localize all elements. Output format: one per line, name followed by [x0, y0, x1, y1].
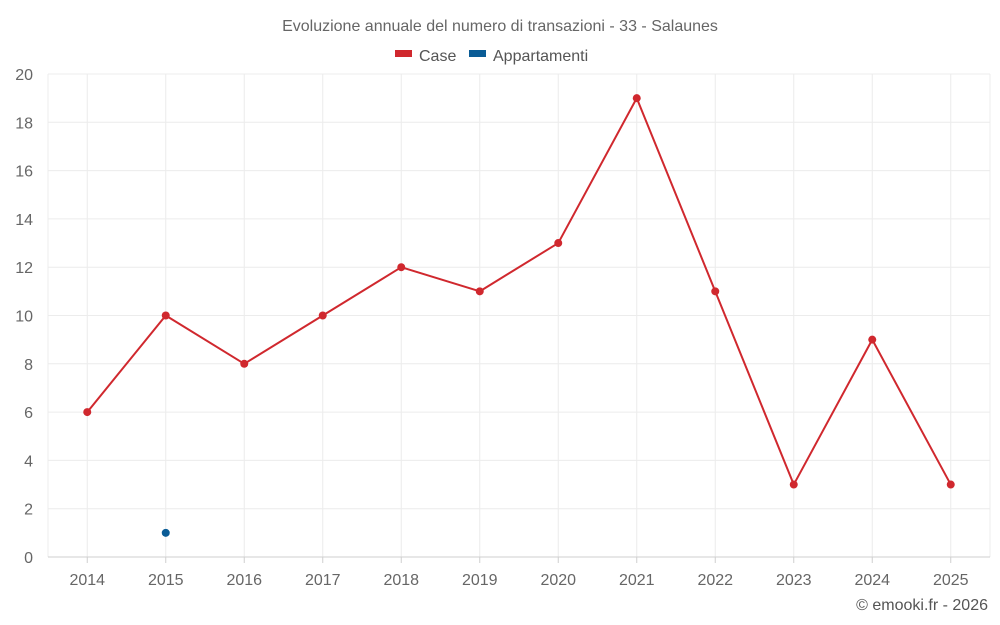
legend-label-appartamenti: Appartamenti [493, 48, 588, 65]
y-tick-label: 16 [15, 164, 33, 181]
y-tick-label: 6 [24, 405, 33, 422]
y-tick-label: 20 [15, 67, 33, 84]
legend-swatch-case [395, 50, 412, 57]
data-point-case[interactable] [632, 94, 641, 103]
y-tick-label: 12 [15, 260, 33, 277]
x-tick-label: 2018 [383, 572, 419, 589]
y-tick-label: 0 [24, 550, 33, 567]
grid [47, 73, 991, 557]
legend-item-appartamenti[interactable]: Appartamenti [469, 48, 588, 65]
x-axis: 2014 2015 2016 2017 2018 2019 2020 2021 2022 2023… [48, 556, 990, 589]
legend-swatch-appartamenti [469, 50, 486, 57]
x-tick-label: 2025 [933, 572, 969, 589]
x-tick-label: 2020 [540, 572, 576, 589]
y-tick-label: 18 [15, 115, 33, 132]
data-point-case[interactable] [946, 480, 955, 489]
data-point-appartamenti[interactable] [161, 528, 170, 537]
series [83, 94, 955, 537]
x-tick-label: 2017 [305, 572, 341, 589]
y-tick-label: 14 [15, 212, 33, 229]
credit-text: © emooki.fr - 2026 [856, 597, 988, 614]
legend: Case Appartamenti [395, 48, 588, 65]
data-point-case[interactable] [475, 287, 484, 296]
x-tick-label: 2021 [619, 572, 655, 589]
x-tick-label: 2023 [776, 572, 812, 589]
data-point-case[interactable] [789, 480, 798, 489]
y-tick-label: 2 [24, 502, 33, 519]
y-tick-label: 4 [24, 453, 33, 470]
data-point-case[interactable] [240, 359, 249, 368]
data-point-case[interactable] [83, 408, 92, 417]
x-tick-label: 2015 [148, 572, 184, 589]
data-point-case[interactable] [554, 239, 563, 248]
y-axis: 0 2 4 6 8 10 12 14 16 18 20 [15, 67, 33, 567]
chart-title: Evoluzione annuale del numero di transaz… [282, 18, 718, 35]
data-point-case[interactable] [318, 311, 327, 320]
x-tick-label: 2014 [69, 572, 105, 589]
x-tick-label: 2024 [854, 572, 890, 589]
data-point-case[interactable] [397, 263, 406, 272]
x-tick-label: 2019 [462, 572, 498, 589]
y-tick-label: 10 [15, 309, 33, 326]
legend-label-case: Case [419, 48, 456, 65]
data-point-case[interactable] [711, 287, 720, 296]
y-tick-label: 8 [24, 357, 33, 374]
legend-item-case[interactable]: Case [395, 48, 456, 65]
x-tick-label: 2022 [697, 572, 733, 589]
data-point-case[interactable] [868, 335, 877, 344]
series-line-case [86, 97, 952, 486]
x-tick-label: 2016 [226, 572, 262, 589]
data-point-case[interactable] [161, 311, 170, 320]
